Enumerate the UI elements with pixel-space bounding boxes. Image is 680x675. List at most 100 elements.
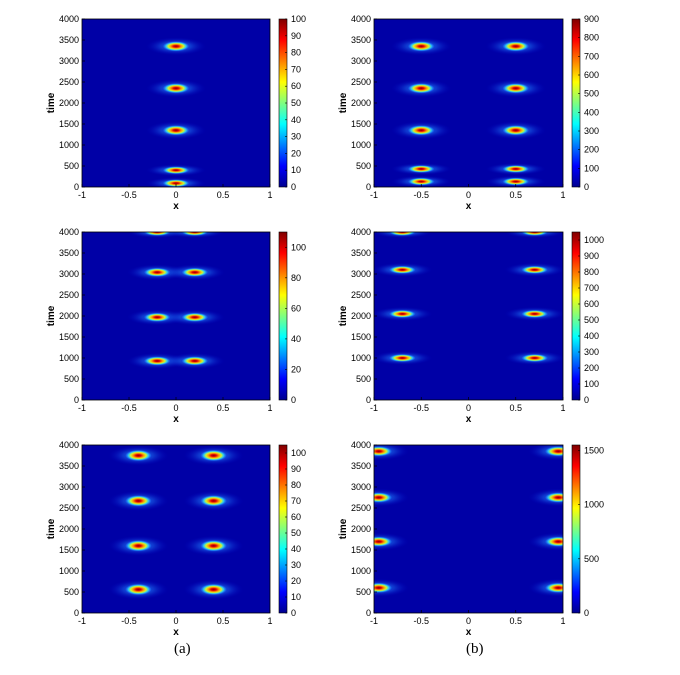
y-tick-label: 2000 [351, 98, 371, 108]
heatmap-peak [143, 312, 172, 322]
colorbar-tick-label: 500 [584, 554, 599, 564]
y-tick-label: 3500 [351, 461, 371, 471]
heatmap-peak [374, 492, 393, 503]
y-tick-label: 1500 [59, 332, 79, 342]
y-tick-label: 4000 [351, 440, 371, 450]
x-tick-label: 1 [560, 190, 565, 200]
x-tick-label: 0.5 [217, 616, 230, 626]
heatmap-panel-4: -1 -0.5 0 0.5 105001000150020002500300035004… [338, 227, 604, 425]
heatmap-peak [501, 83, 530, 94]
y-tick-label: 2500 [351, 290, 371, 300]
heatmap-peak [124, 539, 153, 552]
x-tick-label: -1 [78, 403, 86, 413]
heatmap-peak [124, 583, 153, 596]
heatmap-panel-5: -1 -0.5 0 0.5 105001000150020002500300035004… [46, 440, 306, 638]
heatmap-peak [520, 309, 549, 319]
heatmap-peak [544, 536, 563, 547]
colorbar-tick-label: 800 [584, 33, 599, 43]
x-axis-label: x [466, 414, 472, 425]
y-axis-label: time [338, 305, 349, 326]
heatmap-peak [544, 446, 563, 457]
heatmap-peak [520, 232, 549, 236]
heatmap-peak [501, 41, 530, 52]
y-tick-label: 3000 [351, 56, 371, 66]
x-tick-label: -1 [78, 616, 86, 626]
heatmap-peak [501, 125, 530, 136]
heatmap-peak [407, 83, 436, 94]
heatmap-peak [180, 267, 209, 278]
y-tick-label: 1500 [59, 119, 79, 129]
heatmap-panel-3: -1 -0.5 0 0.5 105001000150020002500300035004… [46, 227, 306, 425]
heatmap-panel-1: -1 -0.5 0 0.5 105001000150020002500300035004… [46, 14, 306, 212]
caption-a: (a) [174, 641, 191, 657]
colorbar-tick-label: 200 [584, 363, 599, 373]
colorbar-tick-label: 100 [291, 448, 306, 458]
y-tick-label: 0 [366, 395, 371, 405]
heatmap-peak [501, 177, 530, 186]
colorbar-tick-label: 10 [291, 165, 301, 175]
x-tick-label: 0.5 [217, 190, 230, 200]
x-tick-label: -0.5 [413, 190, 429, 200]
colorbar-tick-label: 1500 [584, 445, 604, 455]
heatmap-panel-6: -1 -0.5 0 0.5 1 0 500 1000 1500 2000 2500 3000 3500 4… [338, 440, 604, 638]
y-tick-label: 0 [366, 608, 371, 618]
y-tick-label: 3500 [351, 248, 371, 258]
colorbar-tick-label: 400 [584, 107, 599, 117]
heatmap-peak [407, 125, 436, 136]
y-tick-label: 3000 [351, 269, 371, 279]
y-tick-label: 3000 [59, 482, 79, 492]
x-tick-label: -0.5 [413, 403, 429, 413]
heatmap-peak [520, 353, 549, 363]
y-tick-label: 3500 [351, 35, 371, 45]
x-tick-label: 1 [560, 403, 565, 413]
colorbar-tick-label: 30 [291, 132, 301, 142]
x-tick-label: 0 [173, 403, 178, 413]
y-tick-label: 3500 [59, 461, 79, 471]
x-tick-label: 0 [466, 190, 471, 200]
heatmap-peak [161, 166, 191, 175]
y-tick-label: 2500 [351, 77, 371, 87]
colorbar-tick-label: 40 [291, 544, 301, 554]
y-axis-label: time [46, 92, 57, 113]
heatmap-peak [544, 492, 563, 503]
colorbar-tick-label: 600 [584, 299, 599, 309]
colorbar-tick-label: 100 [291, 14, 306, 24]
y-tick-label: 2000 [59, 98, 79, 108]
y-tick-label: 0 [74, 395, 79, 405]
colorbar-tick-label: 700 [584, 51, 599, 61]
x-tick-label: 0.5 [217, 403, 230, 413]
x-tick-label: 1 [267, 190, 272, 200]
colorbar [571, 231, 581, 401]
heatmap-panel-2: -1 -0.5 0 0.5 105001000150020002500300035004… [338, 14, 599, 212]
colorbar-tick-label: 800 [584, 267, 599, 277]
colorbar [278, 444, 288, 614]
colorbar-tick-label: 50 [291, 528, 301, 538]
colorbar-tick-label: 700 [584, 283, 599, 293]
y-tick-label: 500 [356, 161, 371, 171]
colorbar-tick-label: 500 [584, 89, 599, 99]
colorbar-tick-label: 100 [291, 242, 306, 252]
y-tick-label: 1000 [351, 353, 371, 363]
x-tick-label: 0 [466, 616, 471, 626]
colorbar-tick-label: 20 [291, 364, 301, 374]
y-tick-label: 2500 [59, 503, 79, 513]
heatmap-peak [143, 267, 172, 278]
y-tick-label: 500 [64, 587, 79, 597]
colorbar-tick-label: 20 [291, 576, 301, 586]
y-tick-label: 4000 [59, 227, 79, 237]
heatmap-peak [374, 536, 393, 547]
y-tick-label: 500 [356, 587, 371, 597]
heatmap-peak [143, 356, 172, 366]
colorbar-tick-label: 300 [584, 347, 599, 357]
colorbar-tick-label: 20 [291, 148, 301, 158]
colorbar [571, 444, 581, 614]
x-tick-label: -1 [78, 190, 86, 200]
y-tick-label: 3500 [59, 35, 79, 45]
y-tick-label: 0 [366, 182, 371, 192]
colorbar-tick-label: 0 [584, 608, 589, 618]
x-tick-label: -1 [370, 403, 378, 413]
x-tick-label: 0.5 [509, 403, 522, 413]
x-tick-label: 0.5 [509, 616, 522, 626]
y-tick-label: 4000 [59, 14, 79, 24]
